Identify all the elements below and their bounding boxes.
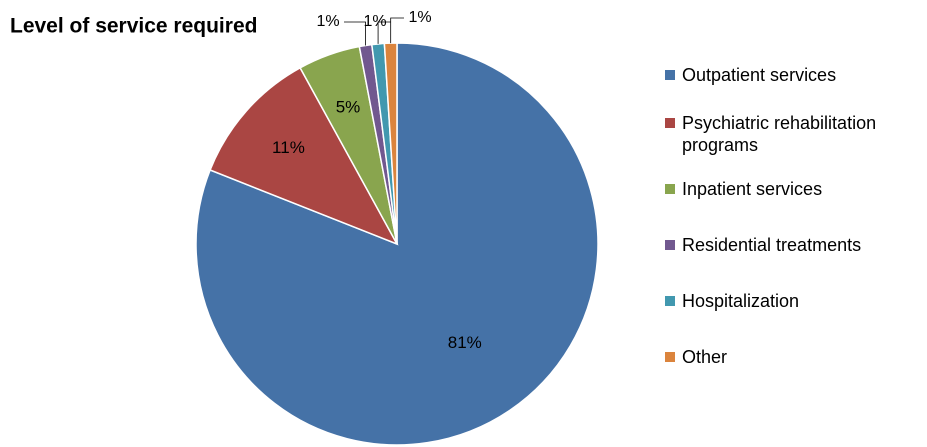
legend-label: Other [682, 347, 728, 367]
data-label: 1% [316, 13, 339, 30]
legend-item: Inpatient services [665, 178, 822, 200]
legend-label: Outpatient services [682, 65, 837, 85]
chart-title: Level of service required [10, 15, 257, 38]
legend-label: Inpatient services [682, 179, 823, 199]
leader-line [344, 21, 366, 46]
data-label: 11% [272, 138, 305, 157]
data-label: 1% [363, 13, 386, 30]
data-label: 81% [448, 333, 482, 352]
leader-line [390, 17, 404, 44]
legend-item: Hospitalization [665, 290, 799, 312]
legend-swatch [665, 296, 675, 306]
pie-slice [209, 66, 399, 246]
legend-item: Outpatient services [665, 64, 836, 86]
legend-swatch [665, 118, 675, 128]
leader-line [377, 21, 391, 44]
legend-item: Residential treatments [665, 234, 861, 256]
legend-item: Psychiatric rehabilitation programs [665, 112, 920, 156]
legend-swatch [665, 352, 675, 362]
data-label: 5% [336, 97, 361, 116]
legend-swatch [665, 184, 675, 194]
data-label: 1% [408, 9, 431, 26]
legend-swatch [665, 240, 675, 250]
legend-label: Hospitalization [682, 291, 800, 311]
legend-swatch [665, 70, 675, 80]
legend-label: Psychiatric rehabilitation programs [682, 113, 877, 155]
legend-item: Other [665, 346, 727, 368]
legend-label: Residential treatments [682, 235, 862, 255]
